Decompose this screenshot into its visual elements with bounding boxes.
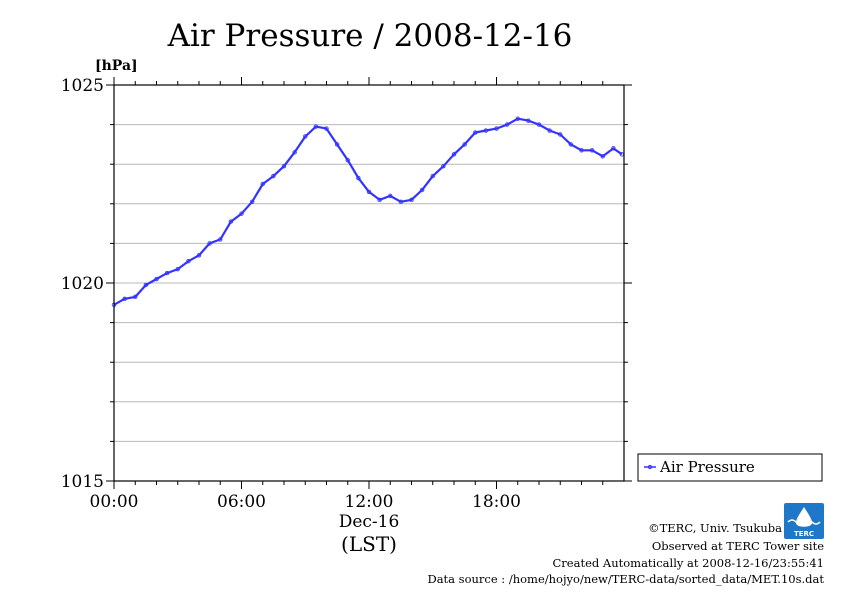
legend-box <box>637 453 823 482</box>
data-point <box>483 128 489 133</box>
data-point <box>218 237 223 242</box>
series-layer <box>111 116 625 307</box>
water-drop-icon <box>796 507 812 527</box>
footer-copyright: ©TERC, Univ. Tsukuba <box>648 521 782 535</box>
y-axis-unit: [hPa] <box>95 58 138 74</box>
wave-icon <box>787 519 821 525</box>
x-axis-label: (LST) <box>341 532 397 556</box>
x-axis: 00:00 06:00 12:00 18:00 <box>90 77 604 512</box>
legend-marker-swatch <box>647 464 653 470</box>
x-axis-date-label: Dec-16 <box>339 512 400 532</box>
data-point <box>228 219 234 224</box>
series-line <box>113 117 623 306</box>
data-point <box>164 270 170 276</box>
x-tick-label: 00:00 <box>90 492 139 512</box>
data-point <box>292 150 297 155</box>
y-tick-label: 1025 <box>61 76 104 96</box>
logo-text: TERC <box>794 530 814 538</box>
data-point <box>271 173 276 179</box>
data-point <box>154 276 159 282</box>
data-point <box>133 294 138 300</box>
data-point <box>196 253 202 258</box>
data-point <box>303 134 308 139</box>
data-point <box>589 148 595 153</box>
data-point <box>122 296 127 302</box>
data-point <box>175 266 180 272</box>
data-point <box>345 158 350 163</box>
x-tick-label: 06:00 <box>217 492 266 512</box>
x-tick-label: 18:00 <box>472 492 521 512</box>
data-point <box>281 163 287 169</box>
data-point <box>239 211 244 216</box>
y-tick-label: 1015 <box>61 472 104 492</box>
data-point <box>611 146 616 151</box>
data-point <box>356 175 361 181</box>
footer-created: Created Automatically at 2008-12-16/23:5… <box>553 556 825 570</box>
data-point <box>494 126 499 131</box>
footer-site: Observed at TERC Tower site <box>652 539 824 553</box>
data-point <box>207 241 212 246</box>
data-point <box>324 126 329 131</box>
data-point <box>568 142 574 147</box>
data-point <box>526 118 531 123</box>
data-point <box>504 122 510 127</box>
data-point <box>143 282 149 288</box>
data-point <box>451 152 457 157</box>
data-point <box>547 128 552 133</box>
data-point <box>186 259 191 264</box>
data-point <box>409 197 414 203</box>
data-point <box>558 132 563 137</box>
data-point <box>579 148 584 153</box>
data-point <box>419 187 425 193</box>
data-point <box>249 199 255 205</box>
data-point <box>366 189 372 195</box>
data-point <box>398 199 404 205</box>
data-point <box>473 130 478 135</box>
footer-source: Data source : /home/hojyo/new/TERC-data/… <box>427 572 824 586</box>
data-point <box>334 142 340 147</box>
y-axis: 1015 1020 1025 <box>61 76 632 492</box>
data-point <box>600 154 605 159</box>
x-tick-label: 12:00 <box>345 492 394 512</box>
legend-label: Air Pressure <box>659 458 755 476</box>
data-point <box>441 163 446 169</box>
terc-logo: TERC <box>784 503 824 539</box>
data-point <box>430 173 435 179</box>
data-point <box>515 116 520 121</box>
data-point <box>536 122 542 127</box>
legend: Air Pressure <box>637 453 823 482</box>
chart-title: Air Pressure / 2008-12-16 <box>167 18 573 54</box>
gridlines <box>114 124 624 442</box>
data-point <box>313 124 319 129</box>
data-point <box>377 197 382 203</box>
y-tick-label: 1020 <box>61 274 104 294</box>
data-point <box>388 193 393 199</box>
data-point <box>462 142 467 147</box>
data-point <box>260 181 265 187</box>
